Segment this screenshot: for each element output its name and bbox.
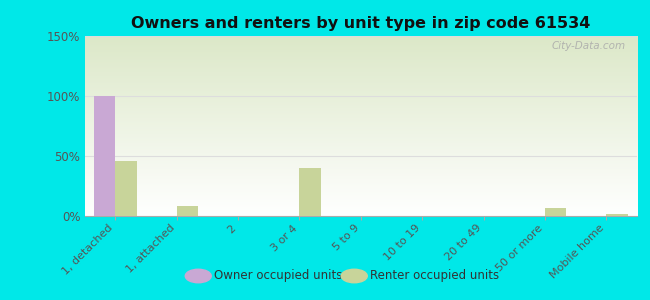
Title: Owners and renters by unit type in zip code 61534: Owners and renters by unit type in zip c… (131, 16, 590, 31)
Text: Renter occupied units: Renter occupied units (370, 269, 500, 283)
Bar (606, 214, 628, 216)
Bar (177, 206, 198, 216)
Bar (115, 161, 136, 216)
Text: City-Data.com: City-Data.com (552, 41, 626, 51)
Bar (545, 208, 566, 216)
Bar (94, 96, 115, 216)
Text: Owner occupied units: Owner occupied units (214, 269, 343, 283)
Bar (300, 168, 321, 216)
